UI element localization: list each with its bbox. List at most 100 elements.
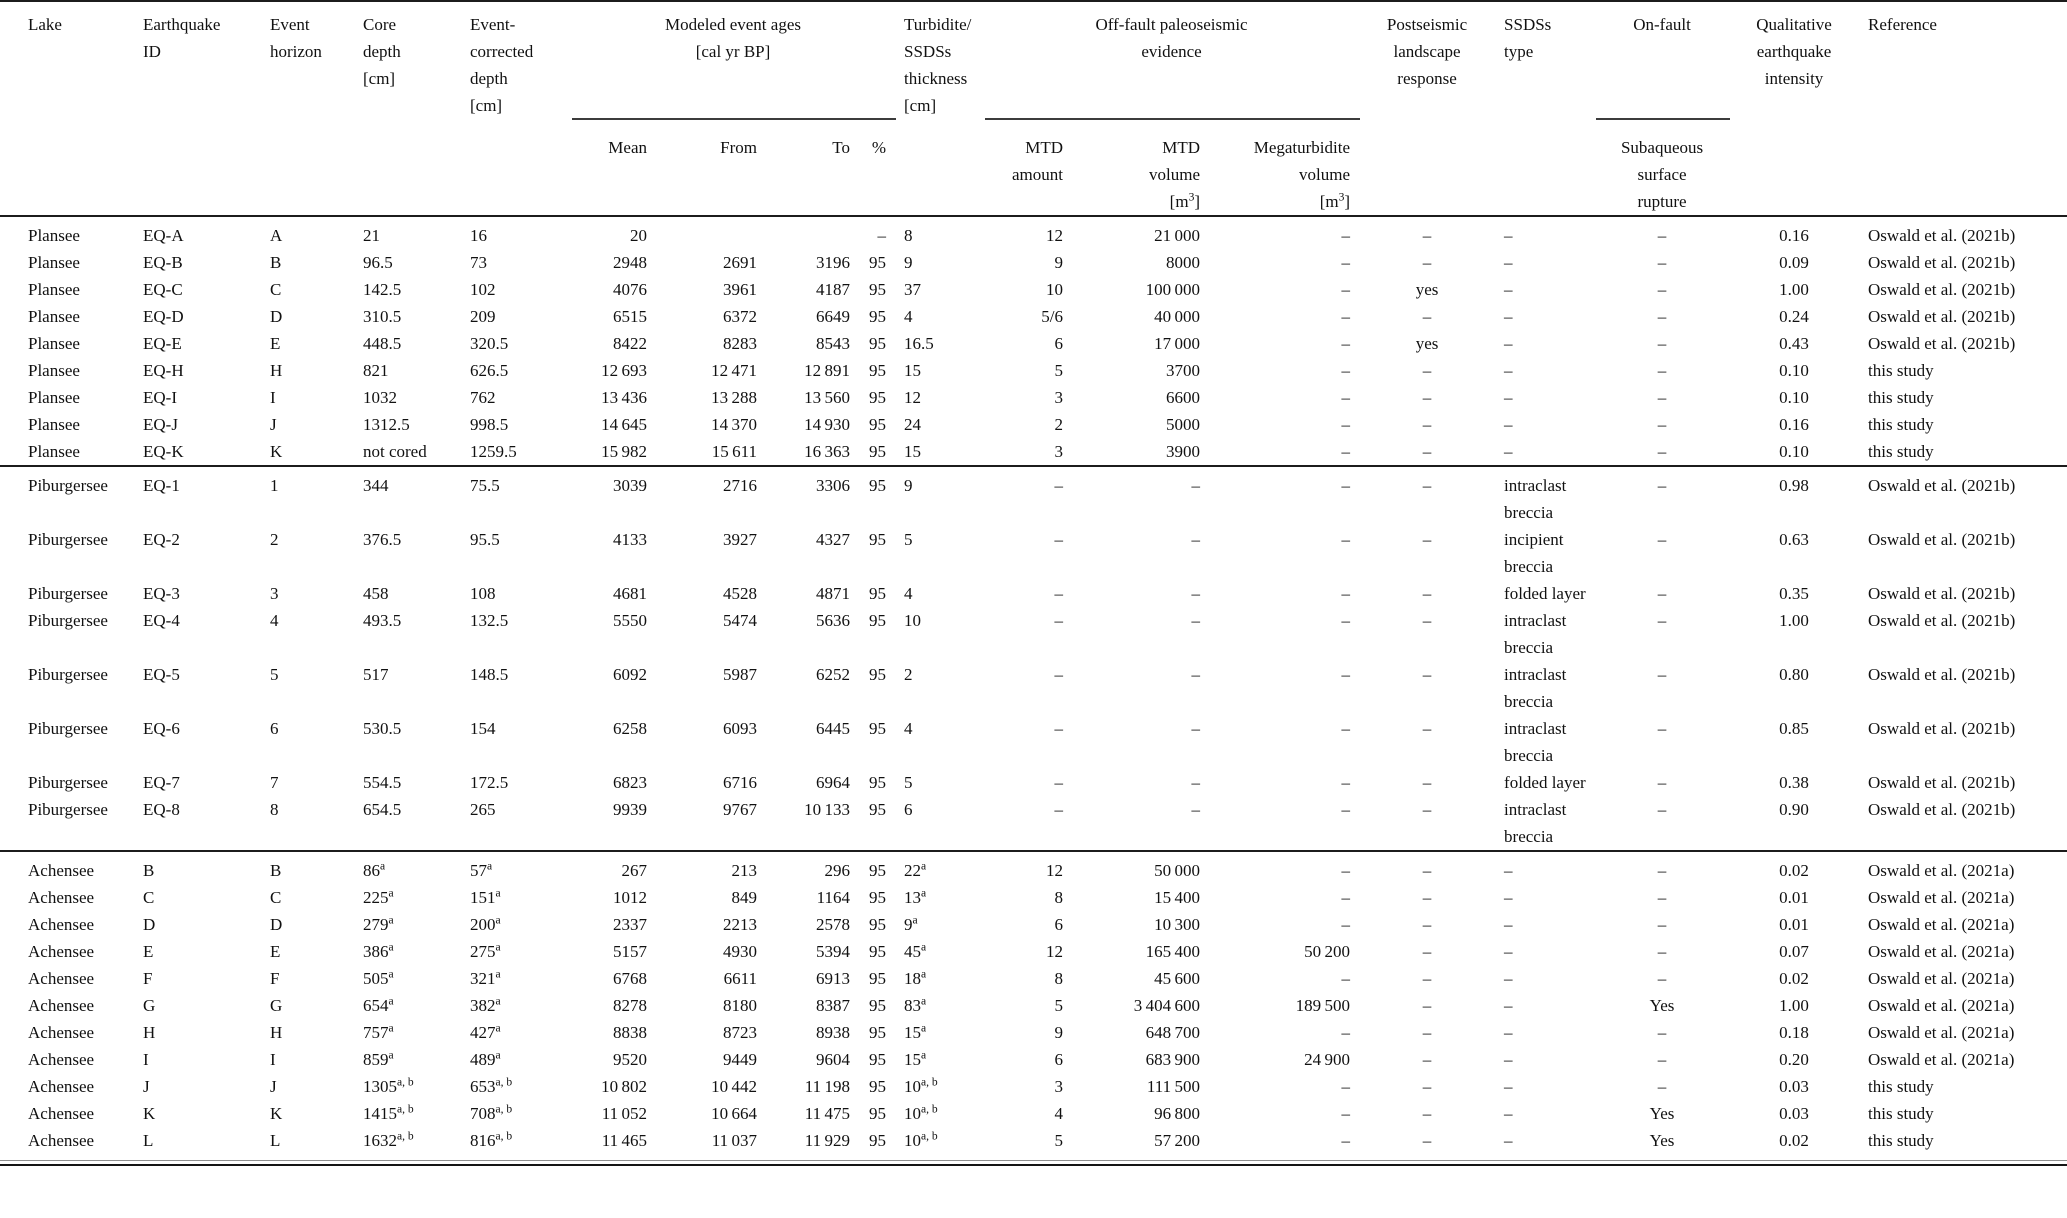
cell-thickness: 4 xyxy=(904,307,913,326)
cell-event-corrected-depth: 95.5 xyxy=(470,530,500,549)
cell-postseismic-response: – xyxy=(1422,1131,1432,1150)
cell-subaqueous-rupture: – xyxy=(1657,861,1667,880)
cell-megaturbidite-volume: – xyxy=(1341,476,1351,495)
cell-age-from: 15 611 xyxy=(711,442,757,461)
cell-ssds-type: incipient breccia xyxy=(1504,530,1564,576)
cell-age-percent: 95 xyxy=(869,942,887,961)
cell-mtd-amount: 12 xyxy=(1046,942,1064,961)
cell-postseismic-response: – xyxy=(1422,530,1432,549)
cell-age-to: 9604 xyxy=(816,1050,850,1069)
table-row: Achensee J J 1305a, b 653a, b 10 802 10 442 11 … xyxy=(0,1073,2067,1100)
cell-age-to: 11 475 xyxy=(804,1104,850,1123)
table-row: Piburgersee EQ-8 8 654.5 265 9939 9767 10 133 95… xyxy=(0,796,2067,851)
cell-mtd-volume: – xyxy=(1191,665,1201,684)
cell-event-corrected-depth: 148.5 xyxy=(470,665,509,684)
cell-core-depth: 1312.5 xyxy=(363,415,410,434)
cell-event-horizon: E xyxy=(270,942,281,961)
cell-event-horizon: 3 xyxy=(270,584,279,603)
cell-event-horizon: 5 xyxy=(270,665,279,684)
cell-age-to: 10 133 xyxy=(804,800,850,819)
cell-ssds-type: folded layer xyxy=(1504,584,1586,603)
cell-age-to: 6913 xyxy=(816,969,850,988)
cell-ssds-type: – xyxy=(1504,861,1513,880)
cell-mtd-volume: 8000 xyxy=(1166,253,1201,272)
cell-core-depth: 279a xyxy=(363,913,394,934)
cell-age-percent: 95 xyxy=(869,996,887,1015)
cell-age-from: 849 xyxy=(731,888,758,907)
cell-age-percent: 95 xyxy=(869,584,887,603)
cell-age-mean: 9939 xyxy=(613,800,647,819)
cell-event-horizon: K xyxy=(270,1104,283,1123)
cell-event-corrected-depth: 154 xyxy=(470,719,496,738)
cell-subaqueous-rupture: – xyxy=(1657,530,1667,549)
cell-mtd-amount: 8 xyxy=(1054,969,1064,988)
cell-mtd-volume: 57 200 xyxy=(1154,1131,1201,1150)
cell-event-horizon: 4 xyxy=(270,611,279,630)
cell-event-corrected-depth: 102 xyxy=(470,280,496,299)
cell-lake: Plansee xyxy=(28,226,80,245)
cell-postseismic-response: – xyxy=(1422,611,1432,630)
cell-reference: Oswald et al. (2021a) xyxy=(1868,969,2015,988)
cell-intensity: 0.02 xyxy=(1779,861,1809,880)
cell-ssds-type: – xyxy=(1504,1104,1513,1123)
cell-event-corrected-depth: 708a, b xyxy=(470,1102,513,1123)
cell-ssds-type: intraclast breccia xyxy=(1504,719,1567,765)
cell-ssds-type: – xyxy=(1504,334,1513,353)
cell-event-corrected-depth: 762 xyxy=(470,388,496,407)
cell-megaturbidite-volume: – xyxy=(1341,226,1351,245)
cell-megaturbidite-volume: – xyxy=(1341,861,1351,880)
cell-core-depth: 96.5 xyxy=(363,253,393,272)
cell-subaqueous-rupture: – xyxy=(1657,1050,1667,1069)
cell-reference: Oswald et al. (2021a) xyxy=(1868,861,2015,880)
cell-earthquake-id: EQ-A xyxy=(143,226,184,245)
cell-mtd-amount: – xyxy=(1054,719,1064,738)
cell-subaqueous-rupture: – xyxy=(1657,253,1667,272)
cell-lake: Achensee xyxy=(28,861,95,880)
cell-megaturbidite-volume: 189 500 xyxy=(1295,996,1351,1015)
col-header-turbidite-thickness: Turbidite/ SSDSs thickness [cm] xyxy=(904,15,972,115)
cell-age-percent: 95 xyxy=(869,442,887,461)
cell-intensity: 0.01 xyxy=(1779,915,1809,934)
cell-reference: Oswald et al. (2021b) xyxy=(1868,584,2016,603)
cell-reference: this study xyxy=(1868,415,1934,434)
cell-mtd-volume: – xyxy=(1191,530,1201,549)
cell-earthquake-id: EQ-I xyxy=(143,388,177,407)
cell-core-depth: 505a xyxy=(363,967,394,988)
cell-earthquake-id: F xyxy=(143,969,153,988)
cell-reference: Oswald et al. (2021b) xyxy=(1868,611,2016,630)
cell-reference: Oswald et al. (2021b) xyxy=(1868,280,2016,299)
cell-age-from: 10 664 xyxy=(711,1104,757,1123)
table-row: Plansee EQ-B B 96.5 73 2948 2691 3196 95 9 9 8000 – –… xyxy=(0,249,2067,276)
cell-reference: Oswald et al. (2021b) xyxy=(1868,530,2016,549)
cell-megaturbidite-volume: – xyxy=(1341,773,1351,792)
cell-reference: this study xyxy=(1868,442,1934,461)
cell-mtd-amount: 3 xyxy=(1054,1077,1064,1096)
cell-ssds-type: – xyxy=(1504,1131,1513,1150)
cell-age-mean: 267 xyxy=(621,861,648,880)
col-header-postseismic-response: Postseismic landscape response xyxy=(1386,15,1468,88)
cell-age-percent: 95 xyxy=(869,1077,887,1096)
cell-lake: Achensee xyxy=(28,1131,95,1150)
cell-lake: Achensee xyxy=(28,915,95,934)
cell-postseismic-response: – xyxy=(1422,442,1432,461)
cell-mtd-volume: 165 400 xyxy=(1145,942,1201,961)
cell-thickness: 8 xyxy=(904,226,913,245)
cell-subaqueous-rupture: – xyxy=(1657,800,1667,819)
cell-mtd-amount: 5/6 xyxy=(1041,307,1064,326)
cell-lake: Achensee xyxy=(28,969,95,988)
cell-earthquake-id: J xyxy=(143,1077,150,1096)
section-piburgersee: Piburgersee EQ-1 1 344 75.5 3039 2716 3306 95 9– –… xyxy=(0,466,2067,851)
cell-age-percent: 95 xyxy=(869,665,887,684)
cell-ssds-type: – xyxy=(1504,1077,1513,1096)
cell-age-from: 5474 xyxy=(723,611,757,630)
col-header-core-depth: Core depth [cm] xyxy=(363,15,401,88)
cell-event-corrected-depth: 57a xyxy=(470,859,493,880)
cell-thickness: 15a xyxy=(904,1021,927,1042)
cell-age-from: 9767 xyxy=(723,800,757,819)
cell-age-percent: 95 xyxy=(869,1023,887,1042)
table-row: Achensee E E 386a 275a 5157 4930 5394 95 45a 12 165… xyxy=(0,938,2067,965)
cell-age-from: 2716 xyxy=(723,476,757,495)
cell-event-horizon: K xyxy=(270,442,283,461)
cell-postseismic-response: – xyxy=(1422,888,1432,907)
cell-thickness: 5 xyxy=(904,773,913,792)
